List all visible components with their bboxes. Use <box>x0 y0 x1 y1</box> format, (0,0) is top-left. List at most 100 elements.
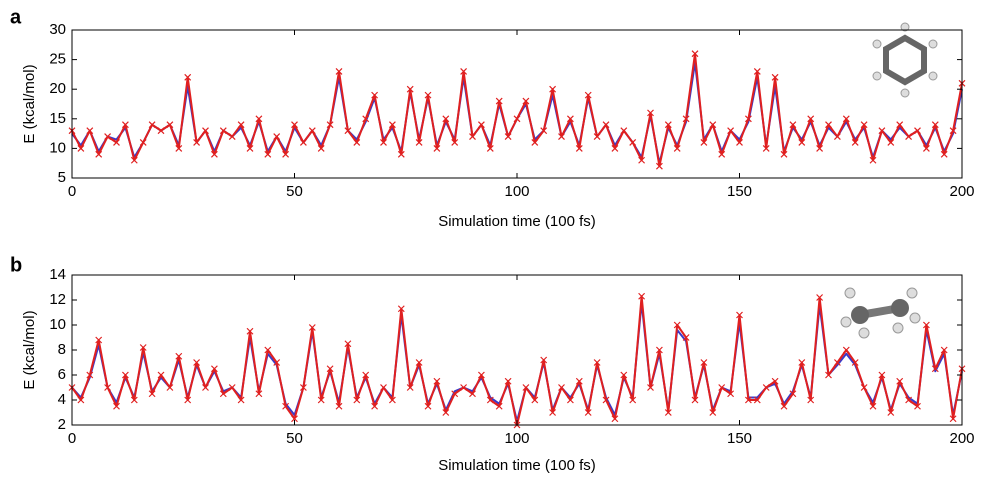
marker <box>602 121 610 129</box>
marker <box>905 396 913 404</box>
marker <box>121 121 129 129</box>
marker <box>629 139 637 146</box>
x-tick-label: 50 <box>286 430 303 447</box>
marker <box>522 97 530 105</box>
marker <box>816 294 824 301</box>
y-tick-label: 5 <box>58 169 66 186</box>
marker <box>104 384 112 391</box>
marker <box>130 156 138 164</box>
marker <box>130 396 138 404</box>
marker <box>273 359 281 366</box>
y-tick-label: 10 <box>49 316 66 333</box>
marker <box>771 377 779 385</box>
marker <box>460 384 468 391</box>
marker <box>940 346 948 354</box>
marker <box>477 371 485 379</box>
marker <box>638 156 646 164</box>
y-tick-label: 14 <box>49 266 66 283</box>
marker <box>825 121 832 129</box>
marker <box>344 127 352 135</box>
marker <box>193 139 201 146</box>
y-tick-label: 8 <box>58 341 66 358</box>
marker <box>744 115 752 123</box>
y-tick-label: 4 <box>58 391 66 408</box>
marker <box>202 384 209 391</box>
marker <box>308 324 316 331</box>
marker <box>718 150 726 158</box>
marker <box>807 115 815 123</box>
marker <box>682 115 690 123</box>
marker <box>388 121 396 129</box>
marker <box>744 396 752 404</box>
marker <box>95 150 103 158</box>
marker <box>673 144 681 152</box>
marker <box>219 127 227 135</box>
marker <box>922 321 930 329</box>
marker <box>326 121 334 129</box>
marker <box>353 396 361 404</box>
marker <box>700 359 708 366</box>
marker <box>566 396 574 404</box>
marker <box>905 133 913 140</box>
marker <box>691 396 699 404</box>
marker <box>95 336 103 344</box>
x-tick-label: 200 <box>949 183 974 200</box>
marker <box>647 384 654 391</box>
marker <box>789 121 797 129</box>
marker <box>558 133 565 140</box>
marker <box>451 390 459 398</box>
marker <box>113 139 120 146</box>
marker <box>549 409 557 416</box>
marker <box>575 377 583 385</box>
x-tick-label: 100 <box>504 430 529 447</box>
marker <box>397 305 405 313</box>
marker <box>246 327 254 335</box>
marker <box>869 156 877 164</box>
marker <box>228 384 236 391</box>
marker <box>486 396 494 404</box>
marker <box>273 133 281 140</box>
marker <box>219 390 227 398</box>
marker <box>113 402 120 410</box>
x-axis-label: Simulation time (100 fs) <box>438 213 596 230</box>
marker <box>388 396 396 404</box>
marker <box>175 352 183 360</box>
marker <box>397 150 405 158</box>
marker <box>549 85 557 93</box>
marker <box>406 384 414 391</box>
marker <box>139 139 147 146</box>
plot-frame <box>71 274 963 426</box>
y-axis-label: E (kcal/mol) <box>21 64 38 143</box>
marker <box>869 402 877 410</box>
y-tick-label: 12 <box>49 291 66 308</box>
marker <box>210 150 218 158</box>
marker <box>931 365 939 373</box>
marker <box>878 127 886 135</box>
marker <box>237 396 245 404</box>
marker <box>575 144 583 152</box>
marker <box>727 390 735 398</box>
marker <box>771 73 779 81</box>
marker <box>121 371 129 379</box>
y-tick-label: 2 <box>58 416 66 433</box>
marker <box>77 396 85 404</box>
marker <box>406 85 414 93</box>
marker <box>736 311 743 319</box>
marker <box>762 144 770 152</box>
marker <box>157 127 165 135</box>
y-tick-label: 6 <box>58 366 66 383</box>
marker <box>255 390 263 398</box>
marker <box>664 409 672 416</box>
marker <box>291 121 298 129</box>
marker <box>166 121 174 129</box>
marker <box>833 359 841 366</box>
marker <box>504 377 512 385</box>
y-tick-label: 10 <box>49 139 66 156</box>
marker <box>611 415 619 423</box>
marker <box>647 109 654 117</box>
marker <box>335 402 343 410</box>
marker <box>922 144 930 152</box>
marker <box>317 144 325 152</box>
marker <box>460 68 468 75</box>
